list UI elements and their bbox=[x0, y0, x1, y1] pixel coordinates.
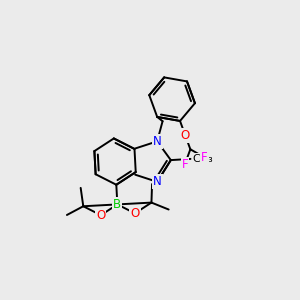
Text: B: B bbox=[113, 198, 122, 211]
Text: F: F bbox=[182, 158, 188, 171]
Text: F: F bbox=[201, 151, 208, 164]
Text: O: O bbox=[96, 209, 106, 222]
Text: CH₃: CH₃ bbox=[193, 154, 214, 164]
Text: N: N bbox=[153, 135, 162, 148]
Text: N: N bbox=[153, 175, 162, 188]
Text: O: O bbox=[181, 129, 190, 142]
Text: O: O bbox=[130, 207, 140, 220]
